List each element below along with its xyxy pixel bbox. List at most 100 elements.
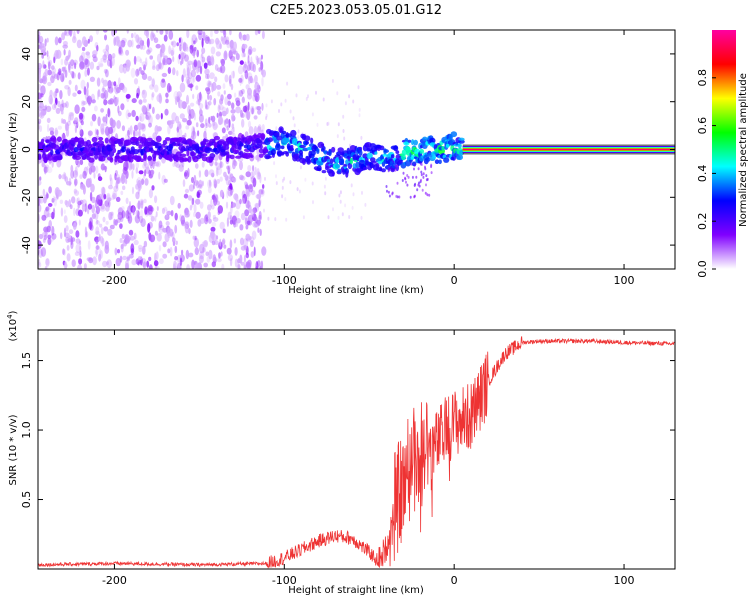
noise-speckle	[194, 235, 197, 241]
noise-speckle	[195, 163, 199, 169]
noise-speckle	[100, 186, 106, 196]
noise-speckle	[231, 123, 235, 130]
noise-speckle	[112, 190, 118, 199]
noise-speckle	[124, 259, 130, 269]
noise-speckle	[160, 43, 166, 54]
band-blob	[331, 146, 336, 153]
noise-speckle	[202, 247, 207, 253]
noise-speckle	[68, 79, 72, 85]
noise-speckle	[228, 171, 231, 180]
noise-speckle	[48, 61, 51, 70]
noise-speckle	[168, 30, 174, 40]
noise-speckle	[139, 67, 142, 72]
noise-speckle	[78, 258, 83, 265]
band-blob	[420, 173, 423, 177]
band-blob	[418, 184, 421, 188]
noise-speckle	[341, 212, 344, 217]
band-blob	[316, 148, 320, 153]
noise-speckle	[336, 91, 339, 96]
noise-speckle	[148, 169, 151, 176]
band-blob	[94, 154, 99, 160]
noise-speckle	[137, 85, 140, 96]
noise-speckle	[137, 122, 143, 131]
noise-speckle	[73, 120, 78, 125]
band-blob	[401, 153, 406, 161]
noise-speckle	[48, 186, 52, 194]
noise-speckle	[264, 176, 266, 181]
noise-speckle	[63, 171, 66, 180]
noise-speckle	[358, 113, 361, 118]
snr-x-label: Height of straight line (km)	[288, 585, 424, 596]
noise-speckle	[96, 77, 101, 87]
noise-speckle	[125, 160, 129, 169]
band-blob	[450, 131, 458, 138]
noise-speckle	[74, 251, 80, 256]
noise-speckle	[312, 200, 314, 205]
noise-speckle	[41, 161, 46, 168]
figure-title: C2E5.2023.053.05.01.G12	[270, 3, 442, 18]
noise-speckle	[338, 193, 341, 198]
noise-speckle	[186, 78, 190, 88]
noise-speckle	[258, 214, 262, 221]
noise-speckle	[120, 39, 126, 48]
noise-speckle	[145, 30, 149, 39]
band-blob	[405, 180, 407, 184]
noise-speckle	[105, 205, 110, 212]
noise-speckle	[261, 124, 265, 132]
noise-speckle	[234, 258, 238, 268]
band-blob	[420, 178, 422, 182]
band-blob	[265, 155, 272, 159]
noise-speckle	[233, 92, 237, 98]
noise-speckle	[179, 82, 186, 93]
colorbar: 0.0 0.2 0.4 0.6 0.8 Normalized spectral ampl…	[696, 30, 749, 278]
noise-speckle	[38, 248, 43, 258]
noise-speckle	[249, 75, 253, 84]
band-blob	[260, 134, 265, 139]
noise-speckle	[255, 55, 258, 61]
band-blob	[132, 149, 139, 155]
noise-speckle	[40, 247, 47, 257]
noise-speckle	[195, 180, 200, 189]
noise-speckle	[81, 46, 86, 52]
noise-speckle	[135, 68, 140, 77]
noise-speckle	[129, 235, 135, 241]
noise-speckle	[229, 239, 233, 249]
noise-speckle	[162, 52, 165, 58]
noise-speckle	[247, 55, 250, 64]
noise-speckle	[113, 95, 116, 104]
noise-speckle	[150, 30, 154, 40]
noise-speckle	[260, 61, 264, 71]
noise-speckle	[245, 252, 249, 259]
noise-speckle	[197, 130, 200, 137]
noise-speckle	[198, 170, 202, 178]
noise-speckle	[60, 73, 65, 83]
noise-speckle	[110, 86, 114, 93]
noise-speckle	[148, 264, 153, 269]
noise-speckle	[118, 50, 124, 57]
noise-speckle	[86, 166, 89, 171]
noise-speckle	[178, 37, 181, 44]
noise-speckle	[114, 84, 120, 95]
noise-speckle	[105, 69, 109, 78]
snr-y-label: SNR (10 * v/v)	[8, 414, 19, 485]
noise-speckle	[199, 201, 204, 209]
noise-speckle	[198, 255, 204, 264]
noise-speckle	[352, 99, 355, 104]
noise-speckle	[86, 54, 91, 59]
noise-speckle	[165, 221, 170, 226]
noise-speckle	[79, 55, 84, 64]
noise-speckle	[229, 257, 233, 267]
noise-speckle	[217, 205, 223, 214]
noise-speckle	[83, 263, 87, 269]
band-blob	[417, 167, 420, 171]
noise-speckle	[246, 220, 251, 226]
noise-speckle	[265, 103, 268, 108]
noise-speckle	[79, 159, 84, 166]
noise-speckle	[224, 119, 226, 126]
noise-speckle	[47, 81, 52, 87]
noise-speckle	[102, 54, 108, 61]
y-tick-label: 0	[20, 146, 33, 153]
noise-speckle	[61, 174, 67, 180]
noise-speckle	[246, 110, 251, 121]
noise-speckle	[196, 60, 202, 69]
